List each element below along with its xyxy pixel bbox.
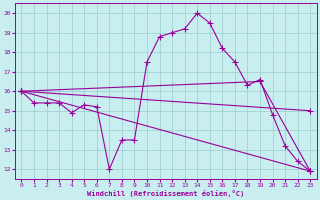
X-axis label: Windchill (Refroidissement éolien,°C): Windchill (Refroidissement éolien,°C) (87, 190, 244, 197)
